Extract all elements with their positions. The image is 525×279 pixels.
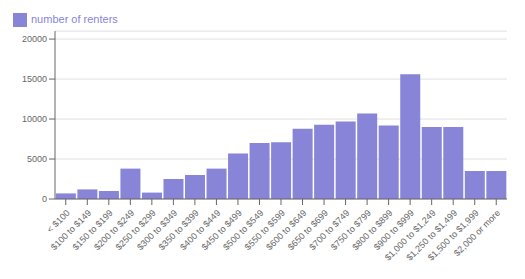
- svg-text:0: 0: [42, 194, 47, 204]
- svg-text:$350 to $399: $350 to $399: [156, 207, 201, 253]
- svg-text:$300 to $349: $300 to $349: [135, 207, 180, 253]
- svg-text:$2,000 or more: $2,000 or more: [452, 208, 502, 258]
- svg-text:20000: 20000: [22, 34, 47, 44]
- svg-text:$600 to $649: $600 to $649: [264, 207, 309, 253]
- svg-text:$100 to $149: $100 to $149: [49, 207, 94, 253]
- svg-text:$700 to $749: $700 to $749: [307, 207, 352, 253]
- svg-text:< $100: < $100: [45, 207, 72, 235]
- html-text:number of renters: number of renters: [31, 13, 118, 25]
- svg-text:15000: 15000: [22, 74, 47, 84]
- svg-text:5000: 5000: [27, 154, 47, 164]
- svg-text:$450 to $499: $450 to $499: [199, 207, 244, 253]
- svg-text:$1,000 to $1,249: $1,000 to $1,249: [382, 207, 438, 263]
- svg-text:$1,500 to $1,999: $1,500 to $1,999: [425, 207, 481, 263]
- svg-text:$200 to $249: $200 to $249: [92, 207, 137, 253]
- svg-text:$250 to $299: $250 to $299: [113, 207, 158, 253]
- svg-text:$150 to $199: $150 to $199: [70, 207, 115, 253]
- svg-text:$900 to $999: $900 to $999: [371, 207, 417, 253]
- svg-text:$500 to $549: $500 to $549: [221, 207, 266, 253]
- svg-text:10000: 10000: [22, 114, 47, 124]
- svg-text:$1,250 to $1,499: $1,250 to $1,499: [404, 207, 460, 263]
- svg-text:$550 to $599: $550 to $599: [242, 207, 287, 253]
- svg-text:$400 to $449: $400 to $449: [178, 207, 223, 253]
- svg-text:$800 to $899: $800 to $899: [350, 207, 395, 253]
- svg-text:$650 to $699: $650 to $699: [285, 207, 330, 253]
- svg-text:$750 to $799: $750 to $799: [328, 207, 373, 253]
